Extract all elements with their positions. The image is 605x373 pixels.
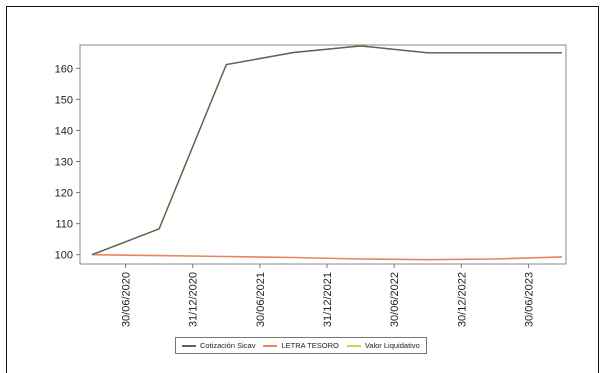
legend-item: Valor Liquidativo xyxy=(346,341,420,350)
legend-swatch xyxy=(263,344,278,347)
legend: Cotización Sicav LETRA TESORO Valor Liqu… xyxy=(175,337,427,354)
x-tick-label: 31/12/2020 xyxy=(188,272,200,327)
x-tick-label: 30/06/2021 xyxy=(255,272,267,327)
x-tick-label: 30/06/2022 xyxy=(389,272,401,327)
y-tick-label: 150 xyxy=(55,94,73,106)
x-tick-label: 30/06/2023 xyxy=(523,272,535,327)
legend-swatch xyxy=(346,344,361,347)
series-lines xyxy=(91,45,563,261)
y-tick-label: 120 xyxy=(55,188,73,200)
legend-item: LETRA TESORO xyxy=(263,341,339,350)
x-axis: 30/06/2020 31/12/2020 30/06/2021 31/12/2021… xyxy=(121,264,535,327)
legend-item: Cotización Sicav xyxy=(182,341,255,350)
x-tick-label: 30/06/2020 xyxy=(121,272,133,327)
y-tick-label: 110 xyxy=(55,219,73,231)
series-line xyxy=(91,253,563,261)
y-tick-label: 100 xyxy=(55,250,73,262)
y-tick-label: 140 xyxy=(55,125,73,137)
y-axis: 100 110 120 130 140 150 160 xyxy=(55,63,80,262)
x-tick-label: 30/12/2022 xyxy=(456,272,468,327)
legend-label: LETRA TESORO xyxy=(281,341,339,350)
plot-area xyxy=(79,44,567,265)
legend-swatch xyxy=(182,344,196,347)
legend-label: Cotización Sicav xyxy=(200,341,256,350)
y-tick-label: 160 xyxy=(55,63,73,75)
legend-label: Valor Liquidativo xyxy=(364,341,420,350)
x-tick-label: 31/12/2021 xyxy=(322,272,334,327)
series-line xyxy=(91,45,562,256)
y-tick-label: 130 xyxy=(55,156,73,168)
